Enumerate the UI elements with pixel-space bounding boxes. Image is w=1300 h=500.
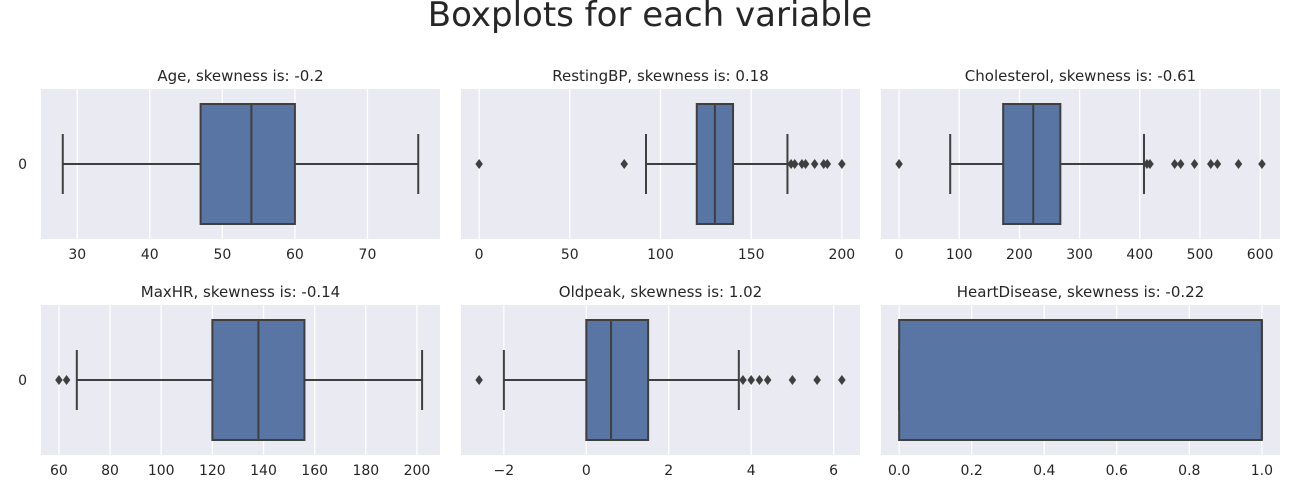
outlier-point <box>475 159 483 169</box>
box-iqr <box>1002 103 1062 225</box>
x-tick-label: 0 <box>895 247 904 263</box>
x-tick-label: 0 <box>582 463 591 479</box>
y-tick-label: 0 <box>18 373 27 389</box>
outlier-point <box>1176 159 1185 169</box>
x-tick-label: 80 <box>101 463 119 479</box>
panel-title: RestingBP, skewness is: 0.18 <box>552 67 769 85</box>
x-tick-label: 140 <box>250 463 277 479</box>
x-tick-label: 2 <box>664 463 673 479</box>
x-tick-label: 500 <box>1187 247 1214 263</box>
outlier-point <box>823 159 832 169</box>
boxplot-panel: Cholesterol, skewness is: -0.61 0 100 200 30… <box>881 67 1280 263</box>
outlier-point <box>813 375 821 385</box>
panels-group: Age, skewness is: -0.230 40 50 60 700Resting… <box>18 67 1280 479</box>
figure-title: Boxplots for each variable <box>428 0 872 35</box>
x-tick-label: 200 <box>404 463 431 479</box>
x-tick-label: 100 <box>148 463 175 479</box>
boxplot-panel: MaxHR, skewness is: -0.14 60 80 100 120 140 16… <box>18 283 440 479</box>
x-tick-label: 100 <box>647 247 674 263</box>
outlier-point <box>895 159 903 169</box>
outlier-point <box>810 159 819 169</box>
outlier-point <box>739 375 747 385</box>
x-tick-label: 60 <box>286 247 304 263</box>
outlier-point <box>1234 159 1243 169</box>
outlier-point <box>475 375 483 385</box>
outlier-point <box>788 375 797 385</box>
x-tick-label: 50 <box>561 247 579 263</box>
outlier-point <box>1146 159 1154 169</box>
boxplot-panel: Oldpeak, skewness is: 1.02 −2 0 2 4 6 <box>461 283 860 479</box>
y-tick-label: 0 <box>18 157 27 173</box>
x-tick-label: 0.4 <box>1033 463 1055 479</box>
outlier-point <box>1207 159 1215 169</box>
x-tick-label: 4 <box>747 463 756 479</box>
outlier-point <box>62 375 71 385</box>
outlier-point <box>838 159 846 169</box>
box-iqr <box>199 103 296 225</box>
boxplot-panel: Age, skewness is: -0.2 30 40 50 60 70 0 <box>18 67 440 263</box>
x-tick-label: 0 <box>475 247 484 263</box>
x-tick-label: 50 <box>213 247 231 263</box>
outlier-point <box>790 159 799 169</box>
outlier-point <box>755 375 764 385</box>
x-tick-label: 300 <box>1066 247 1093 263</box>
x-tick-label: 400 <box>1126 247 1153 263</box>
outlier-point <box>620 159 628 169</box>
outlier-point <box>1258 159 1266 169</box>
x-tick-label: 200 <box>1006 247 1033 263</box>
panel-title: Age, skewness is: -0.2 <box>157 67 323 85</box>
x-tick-label: 60 <box>50 463 68 479</box>
panel-title: Oldpeak, skewness is: 1.02 <box>559 283 762 301</box>
outlier-point <box>838 375 846 385</box>
panel-title: HeartDisease, skewness is: -0.22 <box>957 283 1205 301</box>
outlier-point <box>1170 159 1179 169</box>
x-tick-label: 200 <box>828 247 855 263</box>
x-tick-label: 0.2 <box>961 463 983 479</box>
outlier-point <box>55 375 63 385</box>
outlier-point <box>1213 159 1222 169</box>
box-iqr <box>585 319 650 441</box>
x-tick-label: 150 <box>738 247 765 263</box>
x-tick-label: 1.0 <box>1251 463 1273 479</box>
x-tick-label: 100 <box>946 247 973 263</box>
x-tick-label: −2 <box>494 463 515 479</box>
x-tick-label: 180 <box>352 463 379 479</box>
x-tick-label: 160 <box>301 463 328 479</box>
outlier-point <box>1190 159 1199 169</box>
panel-title: MaxHR, skewness is: -0.14 <box>141 283 340 301</box>
box-iqr <box>898 319 1263 441</box>
x-tick-label: 6 <box>829 463 838 479</box>
x-tick-label: 0.8 <box>1178 463 1200 479</box>
x-tick-label: 0.0 <box>888 463 910 479</box>
x-tick-label: 0.6 <box>1106 463 1128 479</box>
outlier-point <box>801 159 810 169</box>
boxplot-panel: HeartDisease, skewness is: -0.22 0.0 0.2 0.… <box>881 283 1280 479</box>
x-tick-label: 70 <box>359 247 377 263</box>
outlier-point <box>747 375 755 385</box>
x-tick-label: 600 <box>1247 247 1274 263</box>
x-tick-label: 30 <box>68 247 86 263</box>
x-tick-label: 40 <box>141 247 159 263</box>
boxplot-panel: RestingBP, skewness is: 0.18 0 50 100 150 200 <box>461 67 860 263</box>
outlier-point <box>763 375 772 385</box>
panel-title: Cholesterol, skewness is: -0.61 <box>965 67 1196 85</box>
x-tick-label: 120 <box>199 463 226 479</box>
